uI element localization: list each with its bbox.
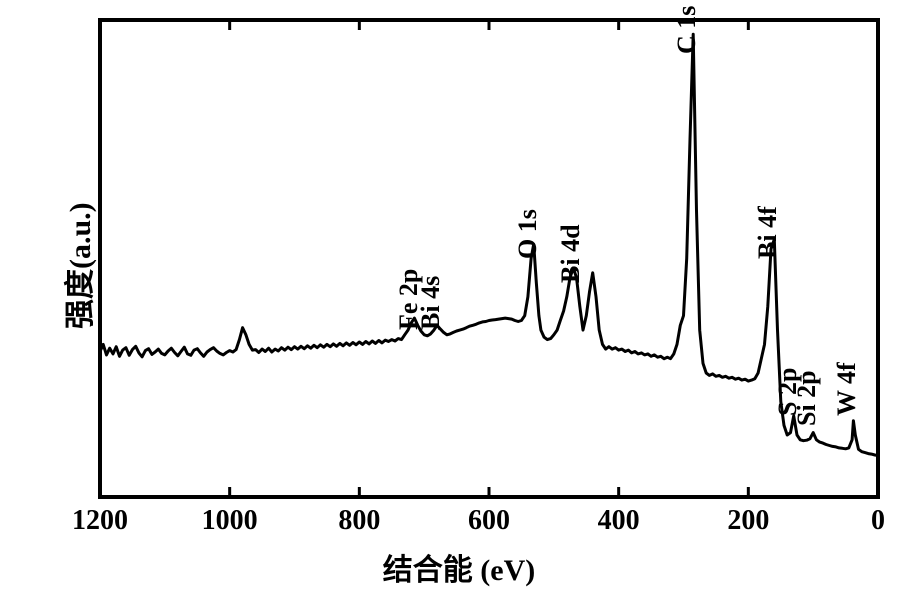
xps-spectrum-chart: 强度(a.u.) 结合能 (eV) Fe 2pBi 4sO 1sBi 4dC 1… — [0, 0, 918, 597]
peak-label: O 1s — [513, 209, 543, 259]
peak-label: Si 2p — [792, 370, 822, 426]
x-tick-label: 1000 — [190, 505, 270, 537]
x-tick-label: 600 — [449, 505, 529, 537]
x-tick-label: 1200 — [60, 505, 140, 537]
x-tick-label: 800 — [319, 505, 399, 537]
x-tick-label: 200 — [708, 505, 788, 537]
x-tick-label: 400 — [579, 505, 659, 537]
peak-label: C 1s — [672, 5, 702, 53]
peak-label: W 4f — [832, 362, 862, 416]
peak-label: Bi 4f — [753, 206, 783, 259]
y-axis-label: 强度(a.u.) — [55, 202, 99, 329]
x-tick-label: 0 — [838, 505, 918, 537]
peak-label: Bi 4s — [416, 276, 446, 330]
peak-label: Bi 4d — [556, 224, 586, 283]
x-axis-label: 结合能 (eV) — [0, 545, 918, 589]
